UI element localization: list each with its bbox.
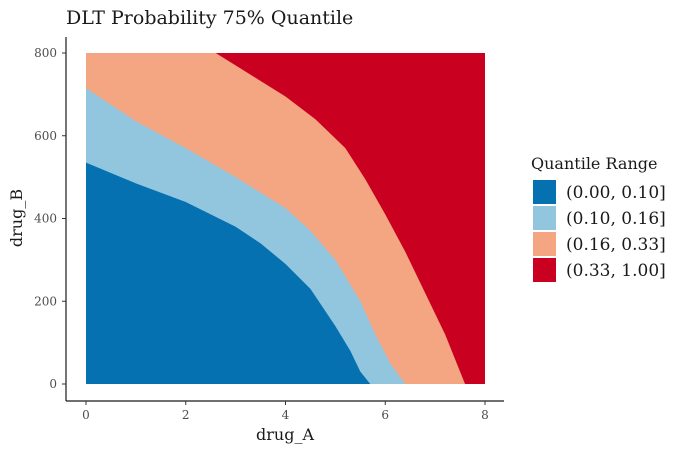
legend-label: (0.00, 0.10] — [566, 183, 666, 203]
y-axis-ticks: 0 200 400 600 800 — [34, 46, 66, 391]
legend-title: Quantile Range — [531, 154, 657, 173]
legend-label: (0.33, 1.00] — [566, 261, 666, 281]
x-tick-label: 0 — [82, 408, 90, 422]
legend-swatch — [533, 258, 556, 282]
chart-title: DLT Probability 75% Quantile — [66, 7, 353, 29]
x-tick-label: 4 — [282, 408, 290, 422]
region-0 — [86, 53, 371, 384]
y-tick-label: 0 — [49, 377, 57, 391]
legend-label: (0.16, 0.33] — [566, 235, 666, 255]
legend-label: (0.10, 0.16] — [566, 209, 666, 229]
x-tick-label: 6 — [381, 408, 389, 422]
plot-regions — [86, 53, 485, 384]
x-tick-label: 8 — [481, 408, 489, 422]
y-tick-label: 200 — [34, 294, 57, 308]
legend-items: (0.00, 0.10] (0.10, 0.16] (0.16, 0.33] (0.3… — [533, 180, 666, 282]
legend-swatch — [533, 180, 556, 204]
x-axis-title: drug_A — [256, 425, 314, 444]
y-tick-label: 800 — [34, 46, 57, 60]
x-axis-ticks: 0 2 4 6 8 — [82, 401, 489, 422]
legend: Quantile Range (0.00, 0.10](0.10, 0.16](… — [531, 154, 666, 282]
legend-swatch — [533, 232, 556, 256]
legend-swatch — [533, 206, 556, 230]
x-tick-label: 2 — [182, 408, 190, 422]
y-tick-label: 400 — [34, 212, 57, 226]
y-tick-label: 600 — [34, 129, 57, 143]
y-axis-title: drug_B — [7, 189, 26, 247]
